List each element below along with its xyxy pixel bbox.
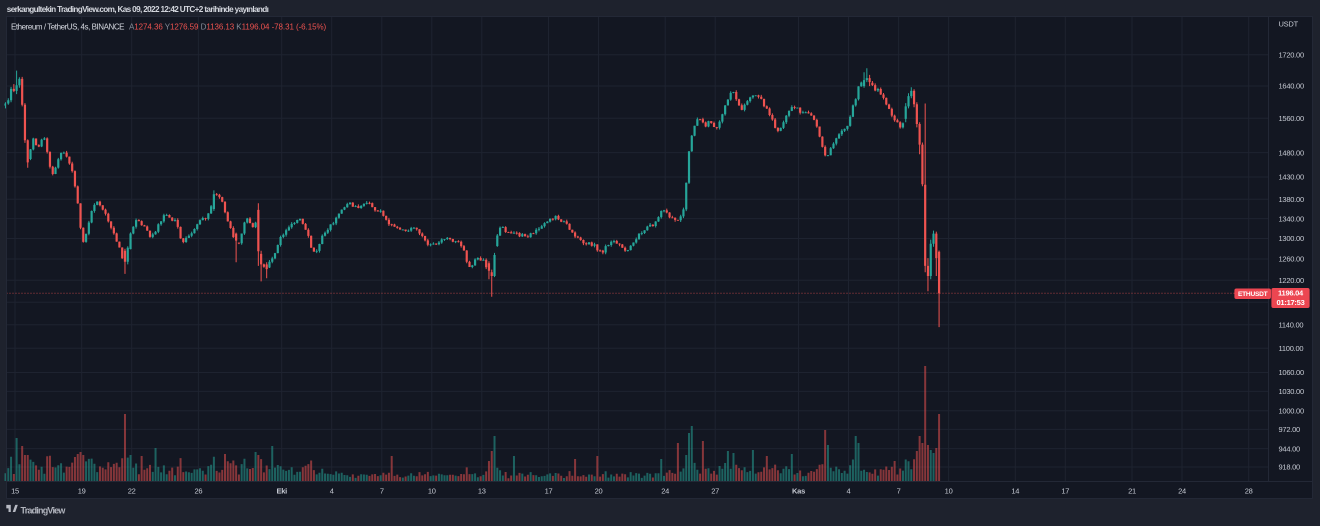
svg-text:1060.00: 1060.00 bbox=[1279, 368, 1304, 377]
svg-text:7: 7 bbox=[380, 487, 384, 496]
svg-text:17: 17 bbox=[1061, 487, 1069, 496]
svg-text:1480.00: 1480.00 bbox=[1279, 148, 1304, 157]
svg-text:1220.00: 1220.00 bbox=[1279, 276, 1304, 285]
svg-text:USDT: USDT bbox=[1279, 20, 1299, 29]
svg-text:944.00: 944.00 bbox=[1279, 444, 1301, 453]
svg-text:Eki: Eki bbox=[276, 487, 287, 496]
svg-text:Kas: Kas bbox=[792, 487, 805, 496]
svg-text:28: 28 bbox=[1245, 487, 1253, 496]
svg-text:1000.00: 1000.00 bbox=[1279, 407, 1304, 416]
svg-text:01:17:53: 01:17:53 bbox=[1276, 298, 1304, 307]
svg-text:1100.00: 1100.00 bbox=[1279, 344, 1304, 353]
svg-text:22: 22 bbox=[128, 487, 136, 496]
svg-text:TradingView: TradingView bbox=[21, 505, 67, 515]
svg-text:1340.00: 1340.00 bbox=[1279, 214, 1304, 223]
svg-text:26: 26 bbox=[194, 487, 202, 496]
svg-text:21: 21 bbox=[1128, 487, 1136, 496]
svg-text:4: 4 bbox=[847, 487, 851, 496]
svg-text:10: 10 bbox=[428, 487, 436, 496]
svg-text:10: 10 bbox=[945, 487, 953, 496]
svg-text:27: 27 bbox=[711, 487, 719, 496]
svg-text:1720.00: 1720.00 bbox=[1279, 50, 1304, 59]
svg-text:4: 4 bbox=[330, 487, 334, 496]
svg-text:7: 7 bbox=[897, 487, 901, 496]
svg-text:17: 17 bbox=[545, 487, 553, 496]
svg-text:1140.00: 1140.00 bbox=[1279, 320, 1304, 329]
svg-text:Ethereum / TetherUS, 4s, BINAN: Ethereum / TetherUS, 4s, BINANCE bbox=[11, 22, 124, 31]
svg-text:972.00: 972.00 bbox=[1279, 425, 1301, 434]
svg-text:1300.00: 1300.00 bbox=[1279, 234, 1304, 243]
svg-text:A1274.36 Y1276.59 D1136.13 K11: A1274.36 Y1276.59 D1136.13 K1196.04 -78.… bbox=[129, 22, 327, 31]
svg-text:918.00: 918.00 bbox=[1279, 463, 1301, 472]
svg-text:20: 20 bbox=[595, 487, 603, 496]
svg-text:1030.00: 1030.00 bbox=[1279, 387, 1304, 396]
svg-text:24: 24 bbox=[661, 487, 669, 496]
svg-text:15: 15 bbox=[11, 487, 19, 496]
svg-text:1430.00: 1430.00 bbox=[1279, 173, 1304, 182]
svg-text:19: 19 bbox=[78, 487, 86, 496]
svg-text:24: 24 bbox=[1178, 487, 1186, 496]
svg-text:ETHUSDT: ETHUSDT bbox=[1238, 291, 1268, 298]
svg-text:1380.00: 1380.00 bbox=[1279, 195, 1304, 204]
svg-text:13: 13 bbox=[478, 487, 486, 496]
svg-text:1560.00: 1560.00 bbox=[1279, 114, 1304, 123]
svg-text:14: 14 bbox=[1011, 487, 1019, 496]
svg-text:1640.00: 1640.00 bbox=[1279, 82, 1304, 91]
svg-text:1260.00: 1260.00 bbox=[1279, 255, 1304, 264]
svg-text:1196.04: 1196.04 bbox=[1278, 289, 1304, 298]
svg-text:serkangultekin TradingView.com: serkangultekin TradingView.com, Kas 09, … bbox=[7, 5, 269, 14]
